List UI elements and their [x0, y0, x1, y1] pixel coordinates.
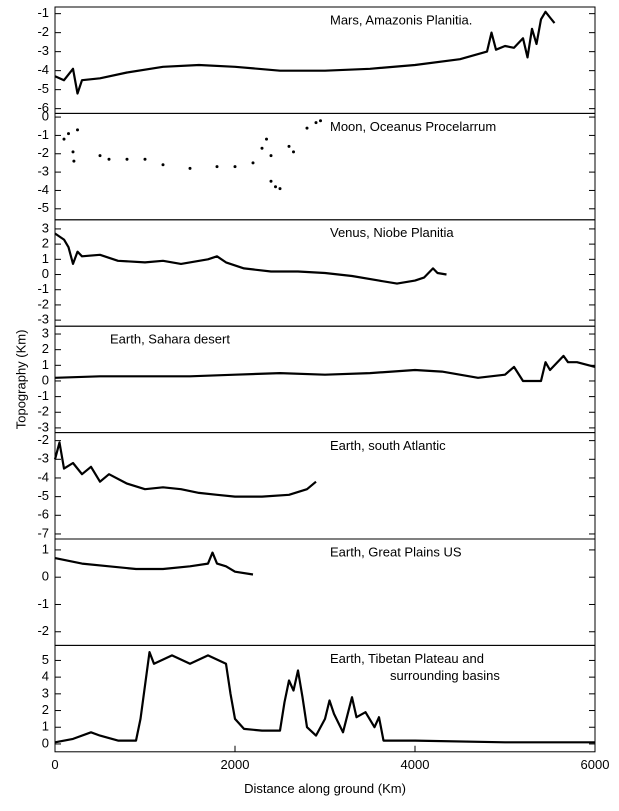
y-tick-label: -2 — [37, 296, 49, 311]
profile-line — [54, 10, 556, 95]
y-tick-label: -3 — [37, 451, 49, 466]
y-tick-label: -5 — [37, 81, 49, 96]
profile-dot — [265, 137, 268, 141]
y-tick-label: -1 — [37, 127, 49, 142]
profile-dot — [143, 157, 147, 161]
profile-dot — [278, 187, 282, 191]
y-tick-label: 0 — [42, 266, 49, 281]
profile-dot — [292, 150, 295, 154]
y-tick-label: 1 — [42, 251, 49, 266]
y-tick-label: 0 — [42, 109, 49, 124]
y-tick-label: -1 — [37, 281, 49, 296]
y-axis-label: Topography (Km) — [13, 330, 28, 430]
panel-annotation: Earth, Great Plains US — [330, 544, 462, 559]
profile-dot — [233, 165, 237, 169]
y-tick-label: -2 — [37, 24, 49, 39]
y-tick-label: -2 — [37, 432, 49, 447]
profile-line — [54, 354, 596, 383]
y-tick-label: 0 — [42, 735, 49, 750]
x-tick-label: 4000 — [401, 757, 430, 772]
profile-line — [54, 651, 595, 744]
panel-frame — [54, 6, 596, 114]
y-tick-label: 1 — [42, 357, 49, 372]
y-tick-label: 3 — [42, 325, 49, 340]
panel-annotation: surrounding basins — [390, 668, 500, 683]
y-tick-label: 4 — [42, 669, 49, 684]
x-tick-label: 2000 — [221, 757, 250, 772]
panel-annotation: Earth, Tibetan Plateau and — [330, 651, 484, 666]
profile-dot — [269, 154, 273, 158]
profile-dot — [251, 161, 255, 165]
y-tick-label: -4 — [37, 182, 49, 197]
y-tick-label: 3 — [42, 685, 49, 700]
profile-dot — [260, 146, 264, 150]
panel-annotation: Venus, Niobe Planitia — [330, 225, 454, 240]
profile-dot — [287, 144, 291, 148]
y-tick-label: 0 — [42, 569, 49, 584]
y-tick-label: -2 — [37, 404, 49, 419]
y-tick-label: -6 — [37, 100, 49, 115]
y-tick-label: -2 — [37, 145, 49, 160]
profile-dot — [98, 154, 102, 158]
profile-dot — [314, 121, 318, 125]
profile-dot — [71, 150, 75, 154]
panel-annotation: Moon, Oceanus Procelarrum — [330, 119, 496, 134]
y-tick-label: -4 — [37, 62, 49, 77]
profile-line — [54, 232, 447, 285]
profile-dot — [274, 185, 277, 189]
panel-annotation: Earth, south Atlantic — [330, 438, 446, 453]
y-tick-label: 2 — [42, 702, 49, 717]
y-tick-label: -7 — [37, 525, 49, 540]
x-tick-label: 6000 — [581, 757, 610, 772]
y-tick-label: -5 — [37, 200, 49, 215]
profile-dot — [72, 159, 76, 163]
y-tick-label: -6 — [37, 507, 49, 522]
y-tick-label: 5 — [42, 652, 49, 667]
y-tick-label: -3 — [37, 164, 49, 179]
profile-dot — [62, 137, 66, 141]
profile-dot — [107, 157, 111, 161]
profile-dot — [215, 165, 219, 169]
profile-dot — [188, 166, 192, 170]
y-tick-label: 2 — [42, 236, 49, 251]
panel-frame — [54, 112, 596, 221]
profile-dot — [76, 128, 79, 132]
y-tick-label: -3 — [37, 43, 49, 58]
profile-dot — [319, 119, 322, 123]
y-tick-label: -1 — [37, 5, 49, 20]
y-tick-label: 1 — [42, 719, 49, 734]
y-tick-label: -2 — [37, 623, 49, 638]
y-tick-label: 3 — [42, 220, 49, 235]
profile-dot — [269, 179, 273, 183]
y-tick-label: 0 — [42, 372, 49, 387]
y-tick-label: 2 — [42, 341, 49, 356]
profile-dot — [161, 163, 165, 167]
x-tick-label: 0 — [51, 757, 58, 772]
profile-dot — [305, 126, 309, 130]
profile-line — [53, 441, 317, 498]
y-tick-label: -1 — [37, 596, 49, 611]
y-tick-label: 1 — [42, 541, 49, 556]
profile-line — [54, 551, 254, 576]
y-tick-label: -5 — [37, 488, 49, 503]
panel-frame — [54, 644, 596, 753]
x-axis-label: Distance along ground (Km) — [244, 781, 406, 796]
y-tick-label: -3 — [37, 419, 49, 434]
profile-dot — [67, 132, 70, 136]
y-tick-label: -4 — [37, 469, 49, 484]
panel-frame — [54, 538, 596, 646]
panel-annotation: Earth, Sahara desert — [110, 332, 230, 347]
y-tick-label: -1 — [37, 388, 49, 403]
y-tick-label: -3 — [37, 312, 49, 327]
panel-annotation: Mars, Amazonis Planitia. — [330, 12, 472, 27]
profile-dot — [125, 157, 129, 161]
